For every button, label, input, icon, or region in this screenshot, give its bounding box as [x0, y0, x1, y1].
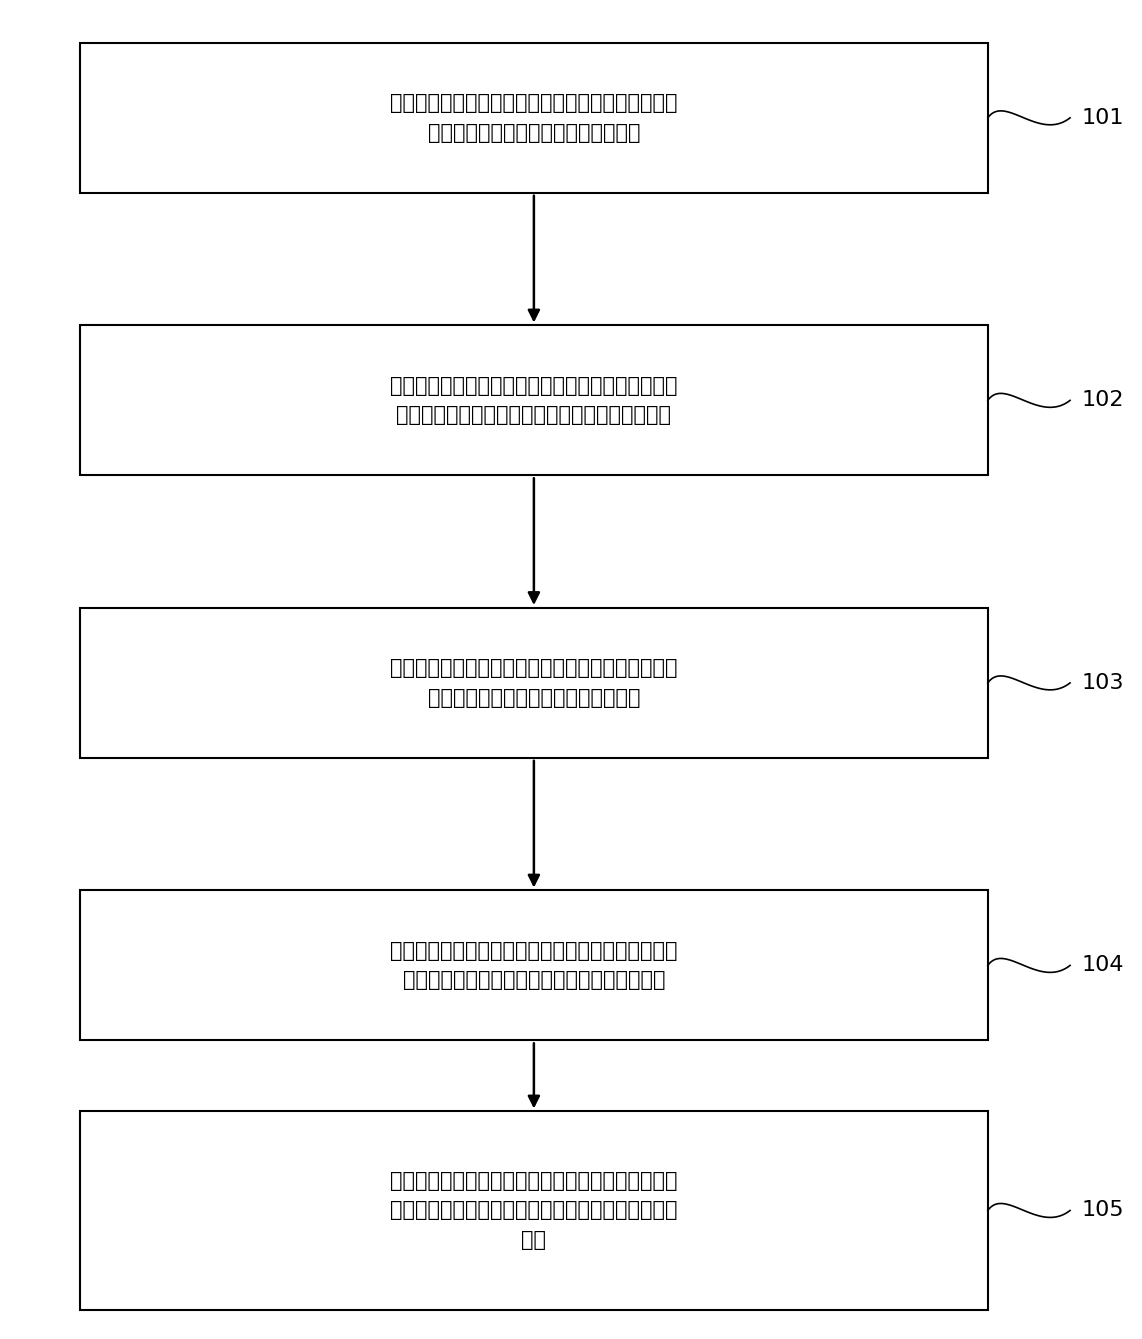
Text: 在电场空间分布坐标系中构建所述第一电场传感器、
第二电场传感器和第三电场传感器所测电场值矢量: 在电场空间分布坐标系中构建所述第一电场传感器、 第二电场传感器和第三电场传感器所… — [391, 375, 677, 426]
Text: 根据电场坐标转换公式以及各个分电场矢量，计算各
个所述分电场值矢量的电场梯度以及总电场梯度: 根据电场坐标转换公式以及各个分电场矢量，计算各 个所述分电场值矢量的电场梯度以及… — [391, 940, 677, 991]
Bar — [80, 890, 988, 1040]
Text: 根据各个所述电场值矢量在所述电场空间分布坐标系
中的投影关系，构建电场坐标转换公式: 根据各个所述电场值矢量在所述电场空间分布坐标系 中的投影关系，构建电场坐标转换公… — [391, 657, 677, 708]
Bar — [80, 325, 988, 475]
Bar — [80, 1111, 988, 1310]
Bar — [80, 608, 988, 758]
Text: 102: 102 — [1081, 391, 1124, 410]
Text: 103: 103 — [1081, 674, 1124, 692]
Text: 105: 105 — [1081, 1201, 1124, 1220]
Text: 101: 101 — [1081, 108, 1124, 127]
Text: 根据总电场梯度的范围，判断电压等级，并将所述电
压等级传输至扬声器，以便所述扬声器播放所述电压
等级: 根据总电场梯度的范围，判断电压等级，并将所述电 压等级传输至扬声器，以便所述扬声… — [391, 1170, 677, 1251]
Text: 104: 104 — [1081, 956, 1124, 975]
Bar — [80, 43, 988, 193]
Text: 接收所述第一电场传感器、第二电场传感器和第三电
场传感器传输的各个所述电场的电场值: 接收所述第一电场传感器、第二电场传感器和第三电 场传感器传输的各个所述电场的电场… — [391, 92, 677, 143]
